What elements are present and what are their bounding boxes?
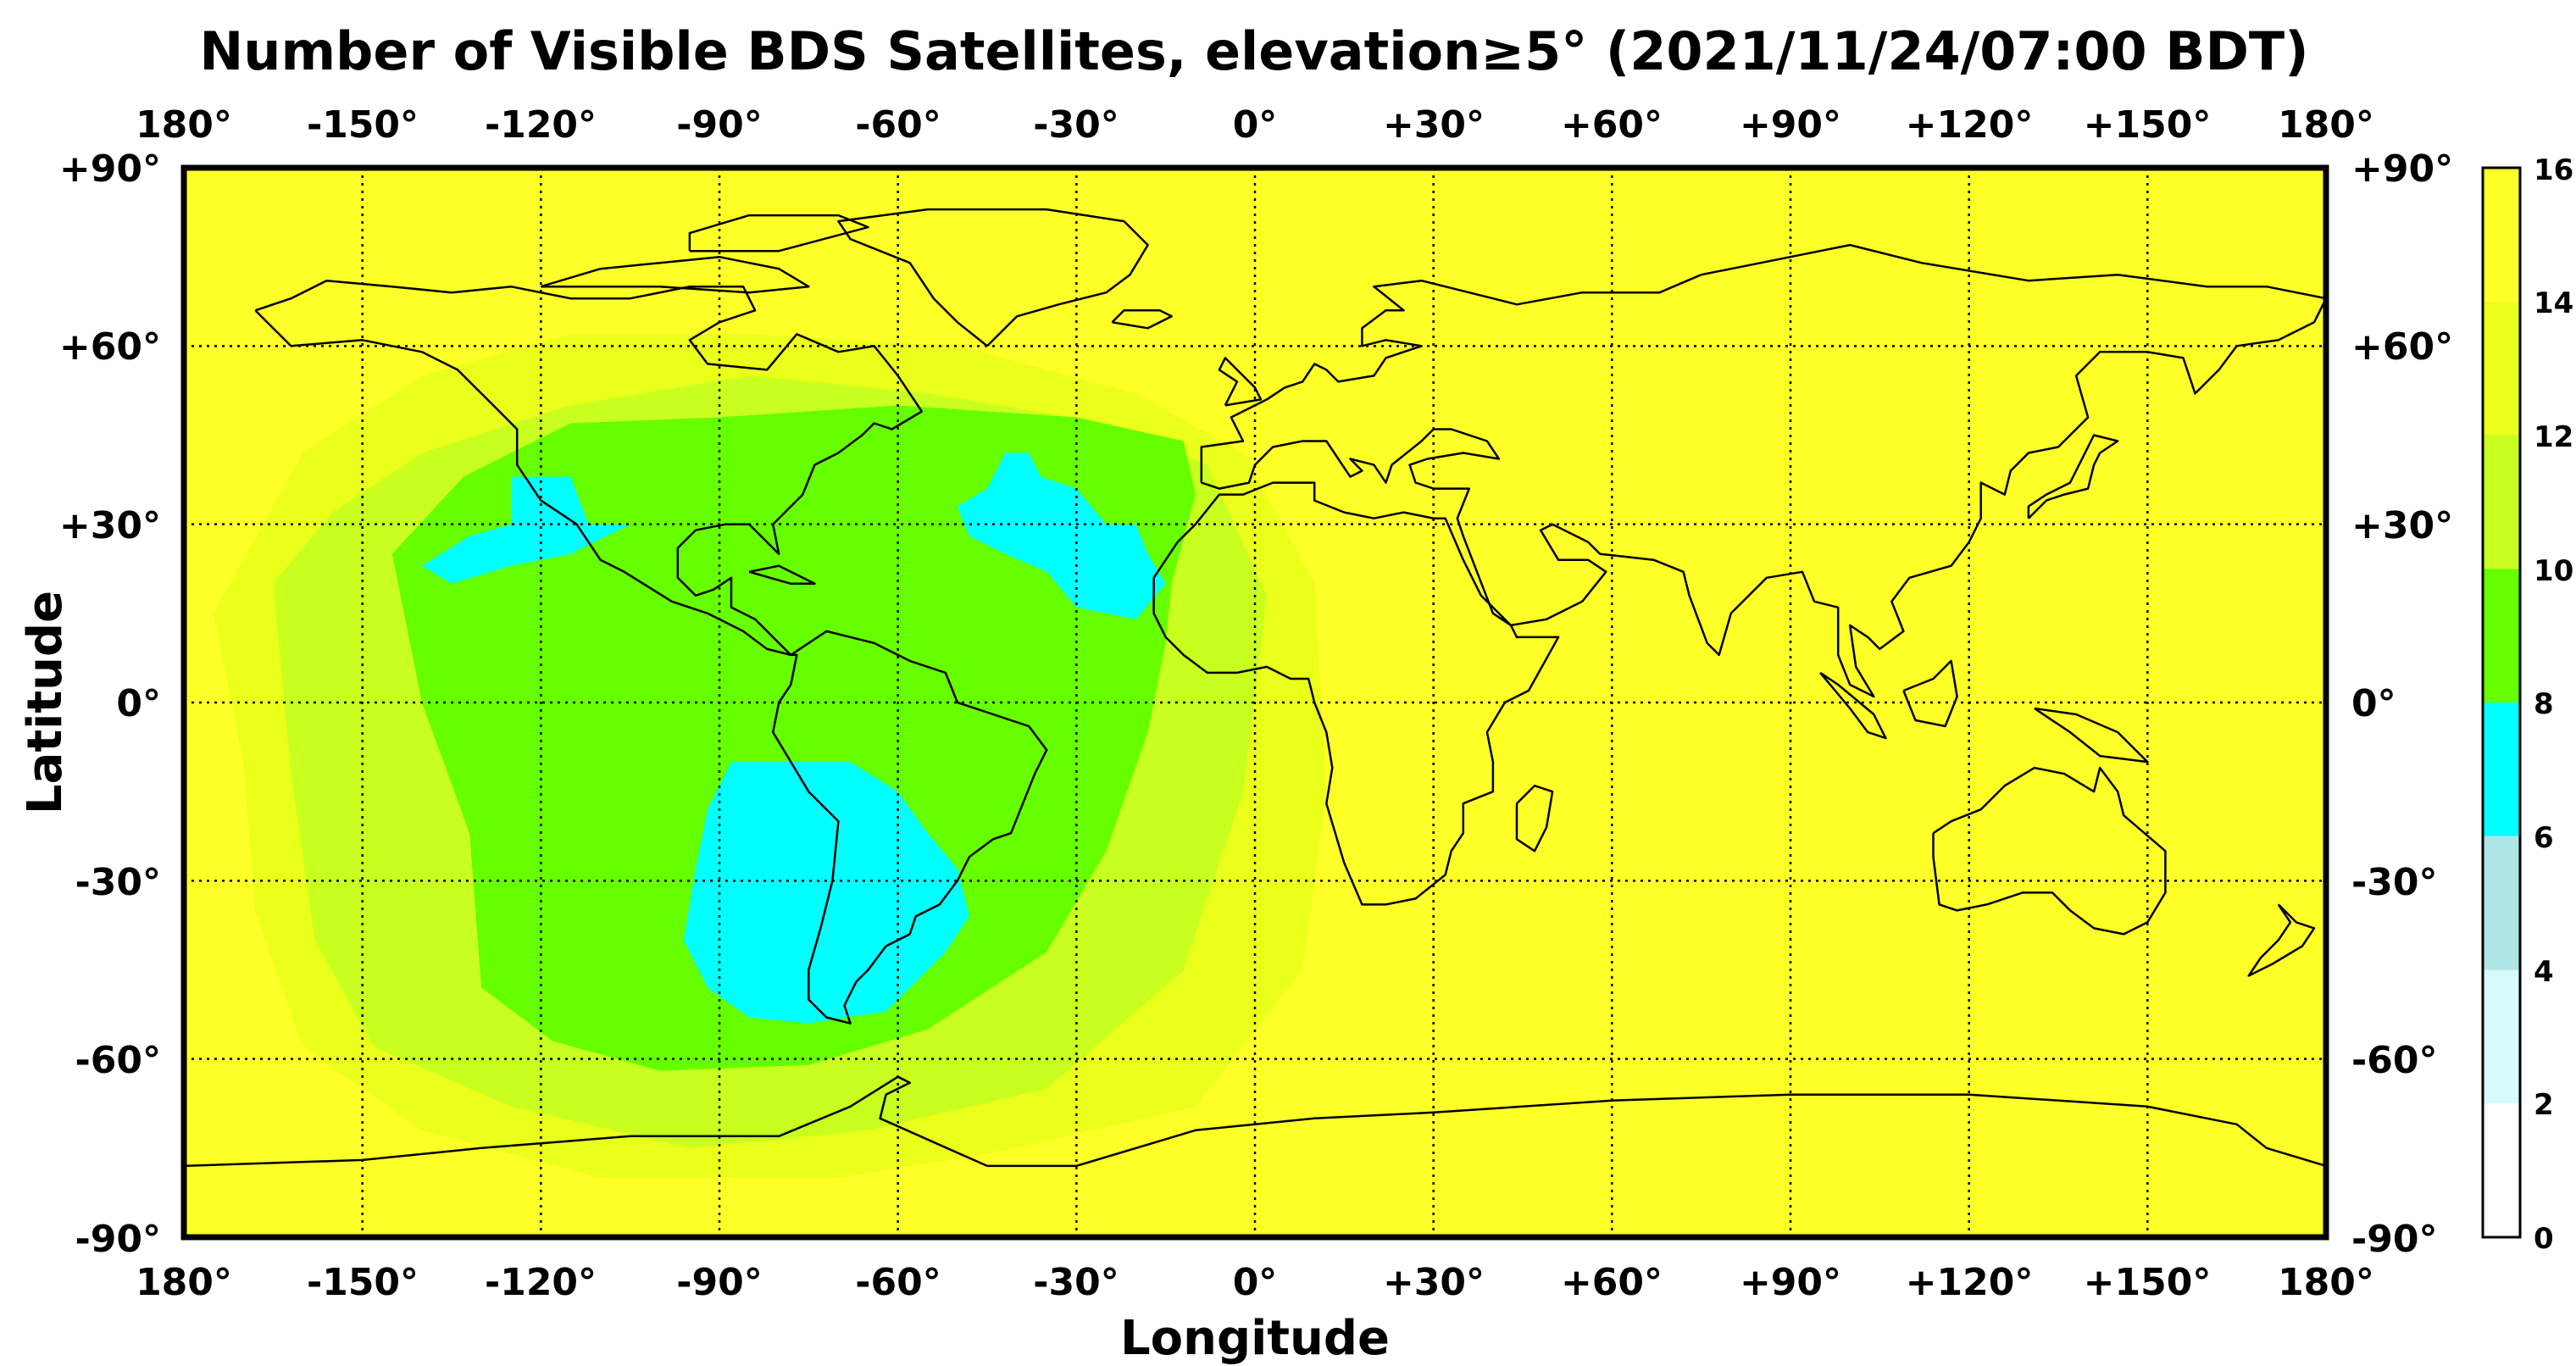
lon-tick-bottom-10: +120° <box>1906 1261 2034 1304</box>
lat-tick-right-2: +30° <box>2351 504 2453 547</box>
lat-tick-left-3: 0° <box>116 682 161 725</box>
coastlines <box>184 208 2326 1168</box>
coastline-borneo <box>1902 659 1958 728</box>
lon-tick-bottom-11: +150° <box>2084 1261 2212 1304</box>
coastline-iceland <box>1111 309 1173 330</box>
lon-tick-top-0: 180° <box>136 103 232 147</box>
region-cyan-north-pacific <box>421 476 630 584</box>
lat-tick-left-4: -30° <box>75 861 162 904</box>
lat-tick-right-6: -90° <box>2351 1218 2438 1261</box>
lat-tick-right-3: 0° <box>2351 682 2396 725</box>
region-cyan-north-atlantic <box>957 453 1166 619</box>
lon-tick-bottom-1: -150° <box>307 1261 419 1304</box>
colorbar-tick-2: 2 <box>2534 1088 2554 1122</box>
axis-ticks: 180° -150° -120° -90° -60° -30° 0° +30° … <box>59 103 2453 1304</box>
lon-tick-bottom-6: 0° <box>1233 1261 1278 1304</box>
lat-tick-left-6: -90° <box>75 1218 162 1261</box>
colorbar-tick-16: 16 <box>2534 153 2573 187</box>
colorbar-bands <box>2483 168 2520 1237</box>
lon-tick-bottom-4: -60° <box>855 1261 941 1304</box>
x-axis-label: Longitude <box>1120 1311 1390 1366</box>
coastline-great-britain <box>1218 357 1263 407</box>
lat-tick-left-5: -60° <box>75 1039 162 1082</box>
colorbar: 16 14 12 10 8 6 4 2 0 <box>2481 153 2573 1256</box>
world-map <box>184 168 2326 1237</box>
lat-tick-left-1: +60° <box>59 325 161 369</box>
lon-tick-bottom-9: +90° <box>1740 1261 1841 1304</box>
lon-tick-bottom-12: 180° <box>2278 1261 2374 1304</box>
map-frame <box>180 164 2329 1241</box>
coastline-japan <box>2027 434 2119 519</box>
satellite-count-regions <box>214 334 1327 1178</box>
lon-tick-top-5: -30° <box>1033 103 1119 147</box>
colorbar-tick-10: 10 <box>2534 554 2573 588</box>
coastline-sumatra <box>1819 671 1887 740</box>
map-title: Number of Visible BDS Satellites, elevat… <box>199 20 2308 82</box>
lon-tick-top-6: 0° <box>1233 103 1278 147</box>
lon-tick-top-12: 180° <box>2278 103 2374 147</box>
region-cyan-south-america <box>683 762 969 1024</box>
coastline-australia <box>1932 766 2167 936</box>
lon-tick-top-7: +30° <box>1383 103 1485 147</box>
lat-tick-right-5: -60° <box>2351 1039 2438 1082</box>
coastline-antarctica <box>184 1075 2326 1168</box>
lat-tick-left-2: +30° <box>59 504 161 547</box>
coastline-arctic-islands <box>540 255 810 294</box>
coastline-north-america <box>254 279 924 657</box>
colorbar-tick-6: 6 <box>2534 821 2554 855</box>
coastline-madagascar <box>1515 784 1554 852</box>
coastline-new-zealand <box>2247 903 2316 977</box>
lat-tick-right-0: +90° <box>2351 147 2453 191</box>
lon-tick-top-3: -90° <box>676 103 763 147</box>
colorbar-band-6-8 <box>2483 702 2520 836</box>
lon-tick-top-9: +90° <box>1740 103 1841 147</box>
lon-tick-top-8: +60° <box>1561 103 1663 147</box>
coastline-africa <box>1152 481 1560 906</box>
region-green-core <box>391 405 1196 1071</box>
colorbar-band-8-10 <box>2483 569 2520 702</box>
coastline-south-america <box>771 630 1048 1024</box>
lon-tick-top-1: -150° <box>307 103 419 147</box>
colorbar-band-2-4 <box>2483 969 2520 1104</box>
y-axis-label: Latitude <box>18 591 73 814</box>
lat-tick-right-4: -30° <box>2351 861 2438 904</box>
coastline-ellesmere <box>688 214 869 253</box>
colorbar-band-0-2 <box>2483 1103 2520 1237</box>
lon-tick-top-4: -60° <box>855 103 941 147</box>
lat-tick-left-0: +90° <box>59 147 161 191</box>
lon-tick-bottom-8: +60° <box>1561 1261 1663 1304</box>
coastline-eurasia <box>1200 243 2326 698</box>
colorbar-band-10-12 <box>2483 435 2520 569</box>
lon-tick-bottom-3: -90° <box>676 1261 763 1304</box>
coastline-cuba <box>748 564 816 586</box>
colorbar-tick-8: 8 <box>2534 687 2554 721</box>
colorbar-frame <box>2481 166 2522 1239</box>
colorbar-band-14-16 <box>2483 168 2520 302</box>
lon-tick-top-11: +150° <box>2084 103 2212 147</box>
lon-tick-bottom-5: -30° <box>1033 1261 1119 1304</box>
coastline-new-guinea <box>2034 707 2149 764</box>
colorbar-tick-14: 14 <box>2534 286 2573 320</box>
colorbar-band-12-14 <box>2483 301 2520 436</box>
colorbar-tick-4: 4 <box>2534 955 2554 989</box>
lon-tick-bottom-0: 180° <box>136 1261 232 1304</box>
colorbar-tick-0: 0 <box>2534 1222 2554 1256</box>
lon-tick-bottom-2: -120° <box>485 1261 597 1304</box>
graticule <box>184 168 2326 1237</box>
coastline-greenland <box>837 208 1149 347</box>
colorbar-band-4-6 <box>2483 836 2520 970</box>
lon-tick-top-10: +120° <box>1906 103 2034 147</box>
colorbar-tick-12: 12 <box>2534 420 2573 454</box>
lat-tick-right-1: +60° <box>2351 325 2453 369</box>
lon-tick-top-2: -120° <box>485 103 597 147</box>
lon-tick-bottom-7: +30° <box>1383 1261 1485 1304</box>
